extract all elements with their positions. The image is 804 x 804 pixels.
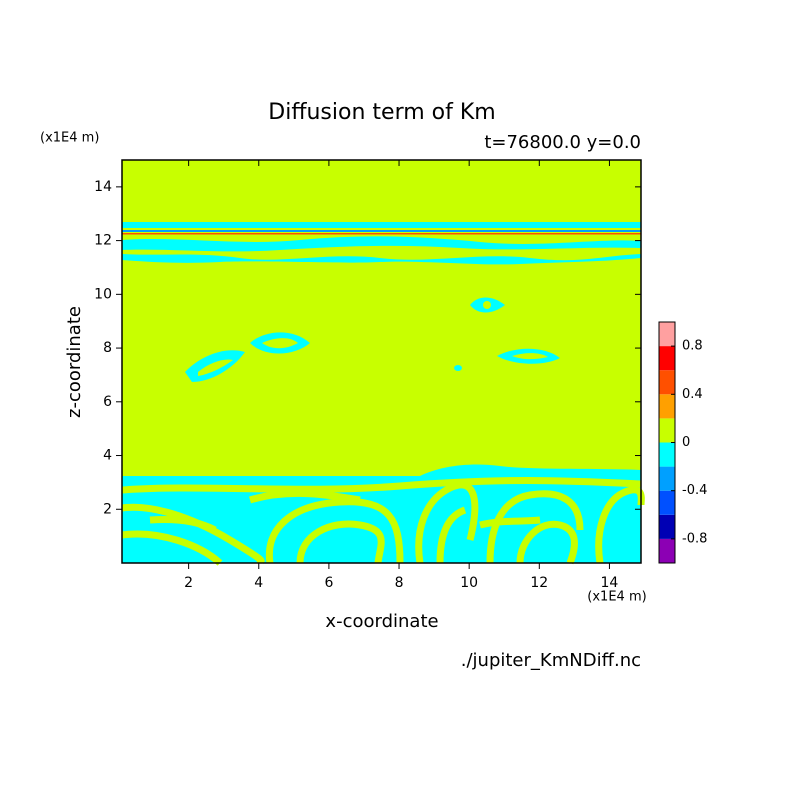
colorbar-segment — [659, 538, 675, 563]
x-axis-label: x-coordinate — [325, 611, 438, 632]
contour-stripes — [121, 477, 645, 566]
contour-region — [479, 516, 541, 529]
x-tick-label: 10 — [460, 575, 478, 591]
y-tick-label: 12 — [94, 233, 112, 249]
contour-region — [122, 230, 641, 232]
chart-title: Diffusion term of Km — [268, 100, 495, 125]
contour-region — [415, 481, 479, 564]
colorbar-segment — [659, 490, 675, 515]
colorbar-tick-label: -0.4 — [682, 483, 707, 498]
colorbar-segment — [659, 466, 675, 491]
colorbar-tick-label: 0.4 — [682, 387, 703, 402]
contour-region — [262, 338, 298, 349]
contour-region — [516, 520, 578, 565]
y-axis-label: z-coordinate — [64, 306, 85, 418]
contour-region — [122, 236, 641, 252]
colorbar-tick-label: -0.8 — [682, 531, 707, 546]
y-tick-label: 10 — [94, 286, 112, 302]
contour-region — [296, 520, 385, 564]
x-tick-label: 12 — [530, 575, 548, 591]
contour-region — [486, 490, 584, 564]
contour-region — [149, 516, 217, 534]
colorbar-tick-label: 0 — [682, 435, 690, 450]
y-tick-label: 6 — [103, 394, 112, 410]
contour-region — [436, 506, 467, 564]
contour-region — [454, 365, 462, 371]
contour-region — [483, 301, 491, 309]
x-tick-label: 6 — [324, 575, 333, 591]
colorbar-segment — [659, 322, 675, 347]
contour-region — [122, 233, 641, 235]
x-tick-label: 8 — [395, 575, 404, 591]
contour-region — [122, 254, 641, 265]
y-unit: (x1E4 m) — [40, 131, 99, 146]
contour-region — [122, 222, 641, 228]
x-tick-label: 2 — [184, 575, 193, 591]
y-tick-label: 4 — [103, 448, 112, 464]
colorbar-segment — [659, 394, 675, 419]
y-tick-label: 8 — [103, 340, 112, 356]
plot-frame — [121, 159, 642, 564]
colorbar-tick-label: 0.8 — [682, 339, 703, 354]
colorbar-segment — [659, 370, 675, 395]
colorbar-segment — [659, 442, 675, 467]
contour-region — [248, 489, 361, 504]
y-tick-label: 2 — [103, 501, 112, 517]
contour-region — [121, 477, 642, 494]
contour-region — [121, 503, 265, 565]
colorbar-segment — [659, 418, 675, 443]
x-unit: (x1E4 m) — [587, 590, 646, 605]
contour-region — [265, 498, 404, 564]
colorbar-segment — [659, 514, 675, 539]
source-label: ./jupiter_KmNDiff.nc — [461, 650, 641, 671]
contour-region — [121, 530, 223, 566]
chart-subtitle: t=76800.0 y=0.0 — [484, 132, 641, 153]
contour-region — [512, 353, 548, 360]
contour-field — [121, 160, 645, 566]
contour-region — [198, 359, 233, 376]
colorbar-segment — [659, 346, 675, 371]
y-tick-label: 14 — [94, 179, 112, 195]
x-tick-label: 14 — [601, 575, 619, 591]
x-tick-label: 4 — [254, 575, 263, 591]
